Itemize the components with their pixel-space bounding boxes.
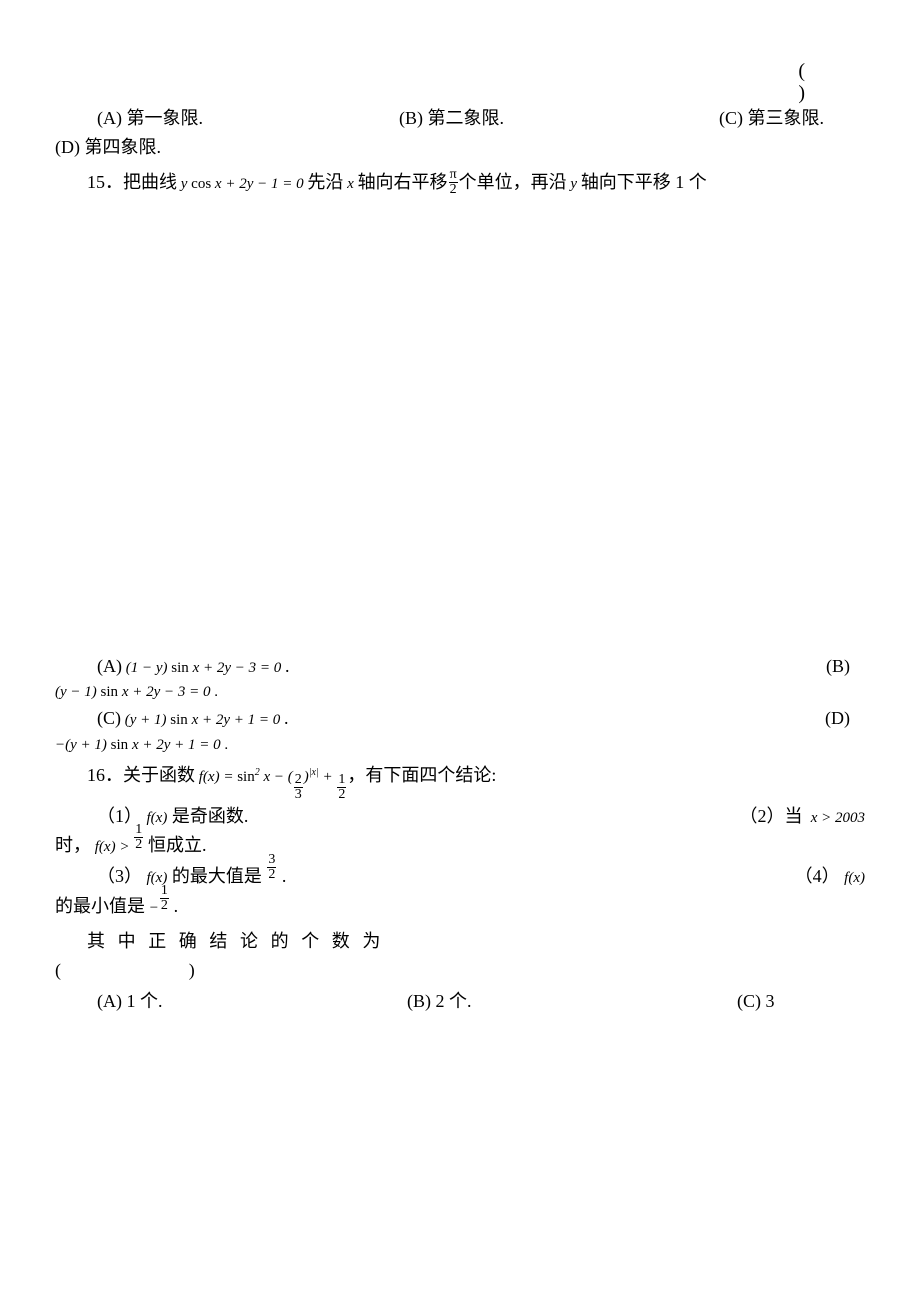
frac-den: 3: [294, 788, 303, 802]
q15-mid1: 先沿: [307, 168, 343, 197]
q16-conclusion: 其中正确结论的个数为: [55, 927, 865, 956]
frac-den: 2: [134, 838, 143, 852]
stmt2-label: （2）当: [739, 806, 802, 826]
q15-number: 15．: [87, 168, 123, 197]
frac-num: 1: [337, 773, 346, 788]
q16-fx-expr: f(x) = sin2 x − (23)|x| + 12: [195, 765, 347, 802]
q15-curve-expr: y cos x + 2y − 1 = 0: [177, 172, 307, 196]
q15-stem: 15． 把曲线 y cos x + 2y − 1 = 0 先沿 x 轴向右平移 …: [55, 168, 865, 207]
stmt2-cond: x > 2003: [807, 810, 865, 826]
q15-pre: 把曲线: [123, 168, 177, 197]
q15-opt-b-expr-row: (y − 1) sin x + 2y − 3 = 0 .: [55, 680, 865, 704]
dot: .: [282, 866, 287, 886]
q15-opt-b-expr: (y − 1) sin x + 2y − 3 = 0: [55, 684, 214, 700]
q16-number: 16．: [87, 761, 123, 790]
q15-mid4: 轴向下平移 1 个: [581, 168, 707, 197]
stmt3-mid: 的最大值是: [172, 866, 262, 886]
stmt2-tail: 恒成立.: [148, 831, 207, 860]
dot: .: [285, 652, 290, 681]
stmt3-label: （3）: [97, 866, 142, 886]
q15-y-axis: y: [567, 172, 581, 196]
stmt4-val: −12: [145, 894, 174, 923]
q16-statements: （1） f(x) 是奇函数. （2）当 x > 2003: [55, 802, 865, 831]
frac-num: π: [449, 168, 458, 183]
q15-opt-a-label: (A): [97, 652, 122, 681]
fx-symbol: f(x): [844, 870, 865, 886]
stmt4-label: （4）: [795, 866, 840, 886]
q15-options: (A) (1 − y) sin x + 2y − 3 = 0 . (B): [55, 652, 865, 681]
stmt4-mid: 的最小值是: [55, 892, 145, 921]
q15-opt-a-row: (A) (1 − y) sin x + 2y − 3 = 0 . (B): [97, 652, 865, 681]
q16-opt-a: (A) 1 个.: [97, 987, 407, 1016]
frac-den: 2: [267, 868, 276, 882]
q14-options-row: (A) 第一象限. (B) 第二象限. (C) 第三象限.: [55, 104, 865, 133]
frac-num: 3: [267, 853, 276, 868]
q16-tail: ，有下面四个结论:: [347, 761, 496, 790]
frac-den: 2: [449, 183, 458, 197]
q16-pre: 关于函数: [123, 761, 195, 790]
q15-opt-c-row: (C) (y + 1) sin x + 2y + 1 = 0 . (D): [97, 704, 865, 733]
stmt1-text: 是奇函数.: [172, 806, 249, 826]
frac-num: 1: [134, 823, 143, 838]
q15-opt-d-expr-row: −(y + 1) sin x + 2y + 1 = 0 .: [55, 733, 865, 757]
q15-mid3: 个单位，再沿: [459, 168, 567, 197]
q14-opt-b: (B) 第二象限.: [399, 104, 719, 133]
fx-symbol: f(x): [147, 810, 168, 826]
dot: .: [224, 737, 228, 753]
q14-opt-d: (D) 第四象限.: [55, 133, 865, 162]
q15-x-axis: x: [343, 172, 357, 196]
q16-statements-2: （3） f(x) 的最大值是 32 . （4） f(x): [55, 862, 865, 892]
q14-opt-a: (A) 第一象限.: [97, 104, 399, 133]
stmt2-continuation: 时， f(x) > 12 恒成立.: [55, 831, 865, 862]
frac-num: 2: [294, 773, 303, 788]
paren-open: (: [55, 60, 865, 82]
stmt2-pre: 时，: [55, 831, 91, 860]
stmt1-row: （1） f(x) 是奇函数. （2）当 x > 2003: [97, 802, 865, 831]
frac-32: 32: [267, 853, 276, 882]
frac-den: 2: [160, 899, 169, 913]
dot: .: [174, 892, 179, 921]
concl-text: 其中正确结论的个数为: [87, 927, 393, 956]
q15-mid2: 轴向右平移: [358, 168, 448, 197]
dot: .: [214, 684, 218, 700]
dot: .: [284, 704, 289, 733]
frac-num: 1: [160, 884, 169, 899]
paren-close: ): [55, 82, 865, 104]
q15-opt-c-row-wrap: (C) (y + 1) sin x + 2y + 1 = 0 . (D): [55, 704, 865, 733]
stmt3-row: （3） f(x) 的最大值是 32 . （4） f(x): [97, 862, 865, 892]
stmt2-expr: f(x) > 12: [91, 833, 148, 862]
q14-opt-c: (C) 第三象限.: [719, 104, 824, 133]
q15-opt-b-label: (B): [826, 652, 865, 681]
blank-region: [55, 207, 865, 652]
q16-paren: ( ): [55, 956, 865, 985]
q16-stem: 16． 关于函数 f(x) = sin2 x − (23)|x| + 12 ，有…: [55, 761, 865, 802]
paren-text: ( ): [55, 960, 234, 980]
q15-opt-c-label: (C): [97, 704, 121, 733]
q16-opt-b: (B) 2 个.: [407, 987, 737, 1016]
q15-shift-frac: π 2: [449, 168, 458, 197]
q16-options: (A) 1 个. (B) 2 个. (C) 3: [55, 987, 865, 1016]
q15-opt-c-expr: (y + 1) sin x + 2y + 1 = 0: [121, 708, 284, 732]
q15-opt-d-label: (D): [825, 704, 865, 733]
q15-opt-a-expr: (1 − y) sin x + 2y − 3 = 0: [122, 656, 285, 680]
stmt4-continuation: 的最小值是 −12 .: [55, 892, 865, 923]
q16-opt-c: (C) 3: [737, 987, 775, 1016]
frac-den: 2: [337, 788, 346, 802]
q15-opt-d-expr: −(y + 1) sin x + 2y + 1 = 0: [55, 737, 224, 753]
